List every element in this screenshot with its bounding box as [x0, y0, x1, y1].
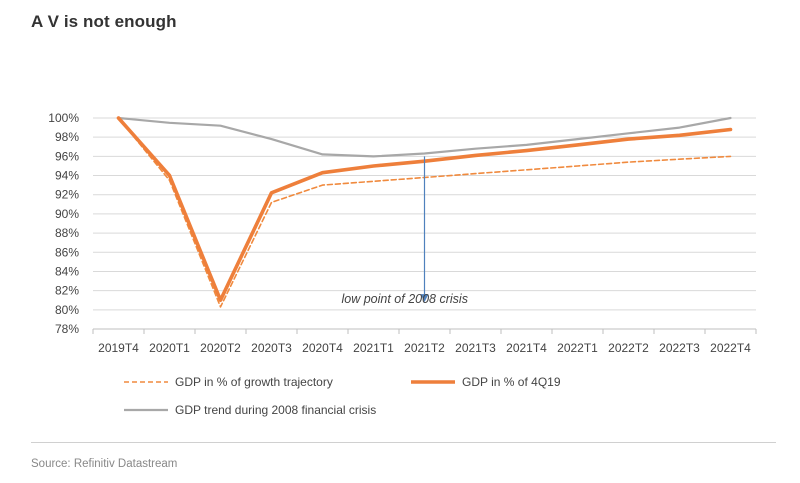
x-tick-label: 2020T4 — [302, 341, 343, 355]
x-tick-label: 2022T1 — [557, 341, 598, 355]
x-tick-label: 2021T1 — [353, 341, 394, 355]
y-tick-label: 82% — [55, 284, 79, 298]
y-tick-label: 92% — [55, 188, 79, 202]
y-tick-label: 88% — [55, 226, 79, 240]
x-tick-label: 2020T2 — [200, 341, 241, 355]
line-chart: 78% 80% 82% 84% 86% 88% 90% 92% 94% 96% 98% 100% 20… — [48, 111, 757, 417]
x-tick-label: 2022T3 — [659, 341, 700, 355]
y-tick-label: 84% — [55, 264, 79, 278]
y-tick-label: 86% — [55, 245, 79, 259]
series-line — [117, 116, 732, 158]
chart-title: A V is not enough — [31, 12, 177, 31]
source-note: Source: Refinitiv Datastream — [31, 458, 178, 470]
y-tick-label: 90% — [55, 207, 79, 221]
annotations: low point of 2008 crisis — [342, 156, 468, 306]
x-tick-label: 2019T4 — [98, 341, 139, 355]
legend: GDP in % of growth trajectory GDP in % of… — [124, 375, 561, 417]
x-tick-label: 2021T3 — [455, 341, 496, 355]
y-axis-ticks: 78% 80% 82% 84% 86% 88% 90% 92% 94% 96% 98% 100% — [48, 111, 79, 336]
annotation-label: low point of 2008 crisis — [342, 292, 468, 306]
x-tick-label: 2021T2 — [404, 341, 445, 355]
x-tick-label: 2022T4 — [710, 341, 751, 355]
x-tick-label: 2020T3 — [251, 341, 292, 355]
x-tick-label: 2022T2 — [608, 341, 649, 355]
x-tick-label: 2021T4 — [506, 341, 547, 355]
y-tick-label: 94% — [55, 169, 79, 183]
y-tick-label: 98% — [55, 130, 79, 144]
y-tick-label: 96% — [55, 149, 79, 163]
footer-divider — [31, 442, 776, 443]
x-axis: 2019T4 2020T1 2020T2 2020T3 2020T4 2021T1 2021… — [92, 328, 757, 355]
y-tick-label: 100% — [48, 111, 79, 125]
y-tick-label: 80% — [55, 303, 79, 317]
x-tick-label: 2020T1 — [149, 341, 190, 355]
legend-label: GDP trend during 2008 financial crisis — [175, 403, 376, 417]
y-tick-label: 78% — [55, 322, 79, 336]
annotation-arrowhead — [420, 294, 429, 303]
legend-label: GDP in % of growth trajectory — [175, 375, 333, 389]
legend-label: GDP in % of 4Q19 — [462, 375, 561, 389]
